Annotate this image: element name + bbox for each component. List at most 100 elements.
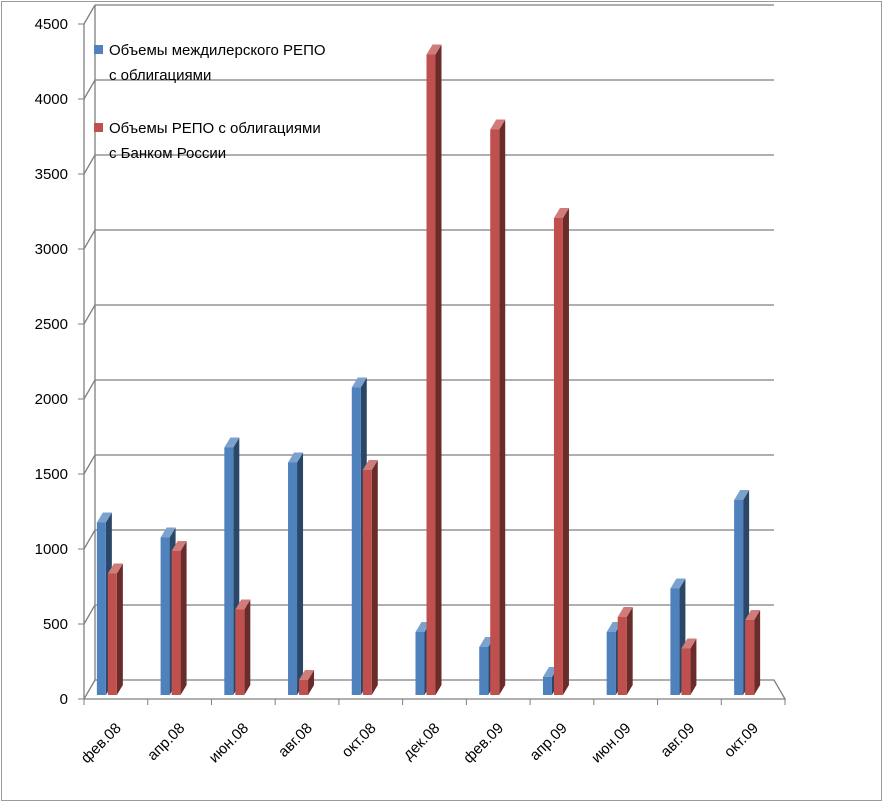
- bar-side: [626, 607, 633, 695]
- bar-top: [299, 670, 315, 680]
- bar-front: [426, 54, 436, 695]
- bar-front: [171, 551, 181, 695]
- legend-swatch-series-2: [94, 123, 103, 132]
- x-tick-label: апр.09: [526, 720, 570, 764]
- gridline-depth: [83, 4, 96, 25]
- bar-side: [371, 460, 378, 695]
- floor-left-edge: [83, 679, 96, 700]
- y-tick-label: 0: [60, 691, 68, 708]
- x-tick-label: авг.08: [275, 720, 316, 761]
- bar-series-2-дек.08: [426, 44, 442, 695]
- bar-series-2-июн.09: [617, 607, 633, 695]
- bar-front: [479, 647, 489, 695]
- y-tick-label: 4500: [35, 16, 68, 33]
- x-tick-label: апр.08: [144, 720, 188, 764]
- bar-front: [415, 632, 425, 695]
- bar-front: [235, 609, 245, 695]
- bar-top: [235, 599, 251, 610]
- y-axis-ticks: 0 500 1000 1500 2000 2500 3000 3500 4000 4500: [35, 16, 84, 708]
- bar-front: [362, 470, 372, 695]
- y-tick-label: 2500: [35, 316, 68, 333]
- bar-front: [670, 588, 680, 695]
- bar-top: [681, 638, 697, 649]
- bar-side: [297, 452, 304, 695]
- x-tick-label: окт.08: [338, 720, 379, 761]
- bar-series-2-окт.09: [745, 610, 761, 695]
- y-tick-label: 2000: [35, 391, 68, 408]
- bar-side: [116, 563, 123, 695]
- bar-top: [617, 607, 633, 617]
- bar-top: [96, 512, 112, 523]
- x-tick-label: авг.09: [657, 720, 698, 761]
- gridline-depth: [83, 304, 96, 325]
- bar-top: [490, 119, 506, 130]
- y-tick-label: 500: [43, 616, 68, 633]
- bar-series-2-окт.08: [362, 460, 378, 695]
- gridline-depth: [83, 229, 96, 250]
- bar-front: [553, 218, 563, 695]
- bar-top: [171, 541, 187, 551]
- legend-label-series-2-line-2: с Банком России: [109, 145, 226, 162]
- bar-series-2-фев.09: [490, 119, 506, 695]
- bar-top: [351, 377, 367, 388]
- x-tick-label: июн.09: [588, 720, 635, 767]
- bar-side: [690, 638, 697, 695]
- bar-series-2-июн.08: [235, 599, 251, 695]
- x-tick-label: дек.08: [400, 720, 443, 763]
- bar-front: [606, 632, 616, 695]
- gridline-depth: [83, 379, 96, 400]
- bar-top: [745, 610, 761, 620]
- bar-front: [617, 617, 627, 695]
- x-axis-ticks: фев.08 апр.08 июн.08 авг.08 окт.08 дек.08 фев.…: [78, 699, 786, 767]
- bar-side: [499, 119, 506, 695]
- y-tick-label: 4000: [35, 91, 68, 108]
- bar-front: [224, 447, 234, 695]
- bar-top: [734, 490, 750, 500]
- bar-top: [288, 452, 304, 463]
- legend-label-series-1-line-2: с облигациями: [109, 67, 211, 84]
- bar-side: [180, 541, 187, 695]
- bar-side: [562, 208, 569, 695]
- x-tick-label: июн.08: [206, 720, 253, 767]
- bar-side: [435, 44, 442, 695]
- bar-top: [160, 527, 176, 538]
- bar-series-2-авг.08: [299, 670, 315, 695]
- bar-side: [754, 610, 761, 695]
- gridline-depth: [83, 529, 96, 550]
- bar-front: [542, 677, 552, 695]
- bar-top: [426, 44, 442, 55]
- gridline-depth: [83, 154, 96, 175]
- bar-series-1-авг.08: [288, 452, 304, 695]
- bar-side: [308, 670, 315, 695]
- bar-series-2-авг.09: [681, 638, 697, 695]
- bar-top: [670, 578, 686, 589]
- bar-front: [299, 680, 309, 695]
- y-tick-label: 3000: [35, 241, 68, 258]
- y-tick-label: 3500: [35, 166, 68, 183]
- x-tick-label: окт.09: [721, 720, 762, 761]
- bar-front: [734, 500, 744, 695]
- y-tick-label: 1500: [35, 466, 68, 483]
- gridline-depth: [83, 79, 96, 100]
- bar-top: [107, 563, 123, 574]
- legend-swatch-series-1: [94, 45, 103, 54]
- bar-top: [362, 460, 378, 470]
- bar-front: [490, 129, 500, 695]
- legend: Объемы междилерского РЕПО с облигациями …: [94, 42, 326, 162]
- bar-front: [745, 620, 755, 695]
- bar-series-2-апр.09: [553, 208, 569, 695]
- y-tick-label: 1000: [35, 541, 68, 558]
- bar-series-2-апр.08: [171, 541, 187, 695]
- bar-front: [96, 522, 106, 695]
- bar-top: [224, 437, 240, 448]
- x-tick-label: фев.09: [460, 720, 507, 767]
- bar-top: [553, 208, 569, 218]
- gridline-depth: [83, 454, 96, 475]
- legend-label-series-1-line-1: Объемы междилерского РЕПО: [109, 42, 326, 59]
- bars: [96, 44, 761, 695]
- bar-front: [681, 648, 691, 695]
- bar-front: [107, 573, 117, 695]
- x-tick-label: фев.08: [78, 720, 125, 767]
